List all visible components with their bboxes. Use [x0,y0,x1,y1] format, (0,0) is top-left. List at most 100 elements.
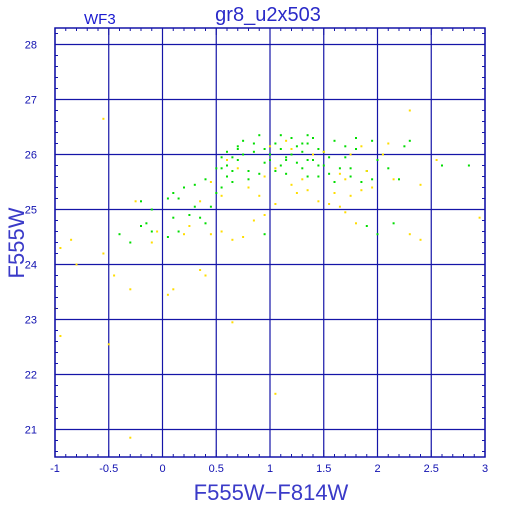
data-point-green [376,233,379,236]
y-tick-label: 24 [25,260,37,272]
data-point-green [263,233,266,236]
data-point-yellow [344,211,347,214]
data-point-yellow [285,139,288,142]
data-point-green [231,156,234,159]
data-point-yellow [349,194,352,197]
x-tick-label: 0.5 [209,463,224,475]
x-tick-label: 2 [374,463,380,475]
data-point-yellow [338,205,341,208]
data-point-yellow [290,148,293,150]
data-point-green [166,236,169,238]
data-point-yellow [70,238,73,241]
data-point-green [220,186,223,189]
data-point-green [441,164,443,167]
y-tick-label: 27 [25,95,37,107]
data-point-green [285,172,288,175]
data-point-green [231,170,234,172]
data-point-green [371,139,374,142]
data-point-green [247,170,250,172]
data-point-yellow [172,288,175,291]
data-point-green [269,153,271,156]
data-point-yellow [247,186,250,189]
data-point-yellow [290,183,293,186]
data-point-yellow [419,183,422,186]
data-point-green [322,164,325,167]
y-tick-label: 26 [25,150,37,162]
data-point-yellow [322,150,325,153]
data-point-green [204,222,207,225]
data-point-green [467,164,470,167]
y-tick-label: 23 [25,315,37,327]
data-point-yellow [166,293,169,296]
data-point-green [403,145,406,148]
data-point-green [204,178,207,181]
data-point-yellow [263,175,266,178]
data-point-yellow [199,269,202,271]
data-point-green [215,167,218,170]
data-point-yellow [371,186,374,189]
data-point-yellow [150,241,153,244]
data-point-green [118,233,121,236]
data-point-green [220,156,223,159]
data-point-yellow [258,194,261,197]
data-point-yellow [134,200,137,203]
data-point-yellow [274,203,277,205]
corner-label: WF3 [84,11,116,28]
data-point-green [263,161,266,164]
data-point-green [274,170,277,172]
data-point-green [236,159,239,161]
data-point-green [140,200,142,203]
data-point-green [242,139,245,142]
data-point-yellow [360,189,363,192]
data-point-yellow [333,192,336,194]
data-point-yellow [220,194,223,197]
data-point-green [150,230,153,233]
data-point-yellow [317,200,320,203]
data-point-green [269,159,271,161]
data-point-green [247,178,250,181]
x-tick-label: 0 [159,463,165,475]
data-point-green [172,216,175,219]
data-point-green [220,167,223,170]
data-point-yellow [306,189,309,192]
data-point-green [285,156,288,159]
chart-title: gr8_u2x503 [215,4,321,26]
y-tick-label: 22 [25,370,37,382]
data-point-yellow [338,172,341,175]
data-point-yellow [478,216,481,219]
data-point-yellow [199,200,202,203]
data-point-green [306,142,309,145]
data-point-green [145,222,148,225]
data-point-yellow [102,252,105,255]
grid [54,28,486,457]
data-point-green [317,164,320,167]
data-point-yellow [129,288,132,291]
data-point-yellow [408,109,411,112]
data-point-yellow [274,167,277,170]
data-point-green [188,214,191,216]
data-point-green [285,159,288,161]
data-point-green [408,139,411,142]
data-point-green [338,167,341,170]
data-point-yellow [274,392,277,395]
data-point-green [236,148,239,150]
data-point-yellow [252,219,255,222]
data-point-yellow [435,159,438,161]
tick-marks [54,28,486,457]
data-point-green [166,197,169,200]
data-point-green [295,161,298,164]
data-point-yellow [231,321,234,324]
data-point-green [226,164,228,167]
data-point-green [258,172,261,175]
data-point-green [355,137,357,139]
data-point-yellow [236,167,239,170]
x-tick-label: 3 [482,463,488,475]
data-point-green [177,197,180,200]
data-point-yellow [328,203,331,205]
data-point-green [344,156,347,159]
data-point-green [376,159,379,161]
data-point-green [226,175,228,178]
data-point-green [279,164,282,167]
data-point-yellow [113,274,116,277]
